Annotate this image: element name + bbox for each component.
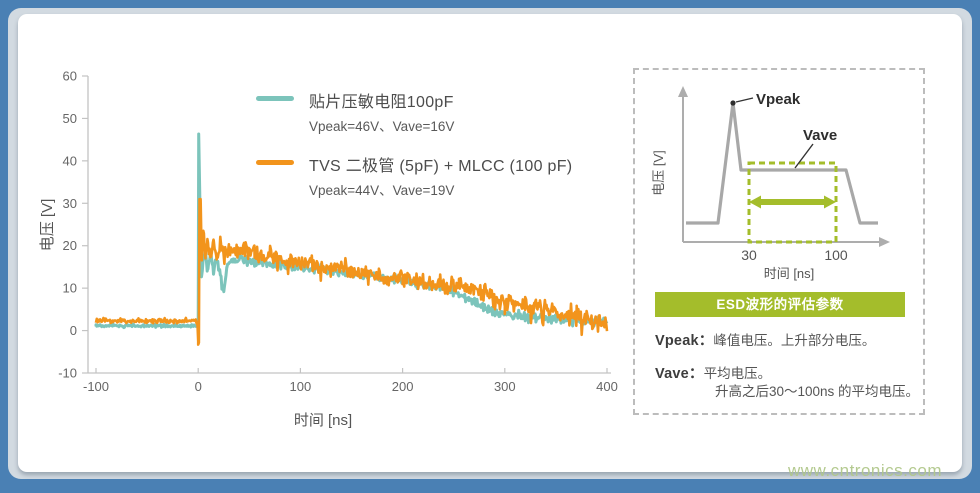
site-watermark: www.cntronics.com — [788, 461, 942, 480]
vpeak-definition: Vpeak：峰值电压。上升部分电压。 — [655, 329, 875, 350]
esd-parameter-panel: Vpeak Vave 30 100 时间 [ns] 电压 [V] ESD波形的评… — [633, 68, 925, 415]
svg-text:10: 10 — [63, 281, 77, 296]
vpeak-desc: 峰值电压。上升部分电压。 — [713, 333, 876, 348]
vave-desc2: 升高之后30～100ns 的平均电压。 — [715, 384, 920, 399]
svg-text:20: 20 — [63, 238, 77, 253]
varistor-legend-label: 贴片压敏电阻100pF — [309, 94, 454, 111]
svg-text:0: 0 — [70, 323, 77, 338]
mini-x-axis-arrow-icon — [879, 237, 890, 247]
vave-term: Vave： — [655, 366, 704, 382]
arrow-right-head-icon — [824, 195, 836, 209]
varistor-legend-stats: Vpeak=46V、Vave=16V — [309, 119, 455, 134]
averaging-window-box — [747, 161, 838, 244]
chart-legend: 贴片压敏电阻100pF Vpeak=46V、Vave=16V TVS 二极管 (… — [256, 88, 572, 199]
vpeak-pointer-line — [735, 97, 754, 103]
svg-text:200: 200 — [392, 379, 414, 394]
legend-item-tvs-mlcc: TVS 二极管 (5pF) + MLCC (100 pF) Vpeak=44V、… — [256, 152, 572, 199]
svg-text:100: 100 — [290, 379, 312, 394]
arrow-left-head-icon — [749, 195, 761, 209]
vave-pointer-line — [794, 143, 814, 169]
vpeak-callout-label: Vpeak — [756, 91, 801, 108]
svg-text:0: 0 — [195, 379, 202, 394]
vave-definition-line2: 升高之后30～100ns 的平均电压。 — [715, 380, 919, 400]
vpeak-point-marker — [730, 100, 736, 106]
tvs-mlcc-line-swatch — [256, 160, 294, 165]
vave-callout-label: Vave — [803, 127, 837, 144]
svg-text:50: 50 — [63, 111, 77, 126]
mini-tick-100: 100 — [824, 247, 848, 263]
series-line — [94, 197, 609, 346]
mini-y-axis-title: 电压 [V] — [651, 150, 666, 196]
svg-text:400: 400 — [596, 379, 618, 394]
vave-desc: 平均电压。 — [703, 366, 772, 381]
mini-tick-30: 30 — [741, 247, 757, 263]
vpeak-term: Vpeak： — [655, 333, 714, 349]
tvs-mlcc-legend-stats: Vpeak=44V、Vave=19V — [309, 183, 455, 198]
varistor-line-swatch — [256, 96, 294, 101]
tvs-mlcc-legend-label: TVS 二极管 (5pF) + MLCC (100 pF) — [309, 158, 573, 175]
esd-pulse-diagram: Vpeak Vave 30 100 时间 [ns] 电压 [V] — [651, 86, 890, 281]
svg-text:-10: -10 — [58, 366, 77, 381]
vave-definition: Vave：平均电压。 — [655, 362, 771, 383]
svg-text:300: 300 — [494, 379, 516, 394]
svg-text:30: 30 — [63, 196, 77, 211]
mini-y-axis-arrow-icon — [678, 86, 688, 97]
svg-text:-100: -100 — [83, 379, 109, 394]
y-axis-title: 电压 [V] — [39, 199, 56, 252]
esd-parameters-banner: ESD波形的评估参数 — [655, 292, 905, 317]
ideal-esd-waveform — [686, 101, 878, 225]
svg-text:60: 60 — [63, 69, 77, 84]
x-axis-title: 时间 [ns] — [294, 412, 352, 429]
legend-item-varistor: 贴片压敏电阻100pF Vpeak=46V、Vave=16V — [256, 88, 572, 135]
chart-series — [94, 132, 609, 346]
mini-x-axis-title: 时间 [ns] — [764, 266, 815, 281]
svg-text:40: 40 — [63, 153, 77, 168]
